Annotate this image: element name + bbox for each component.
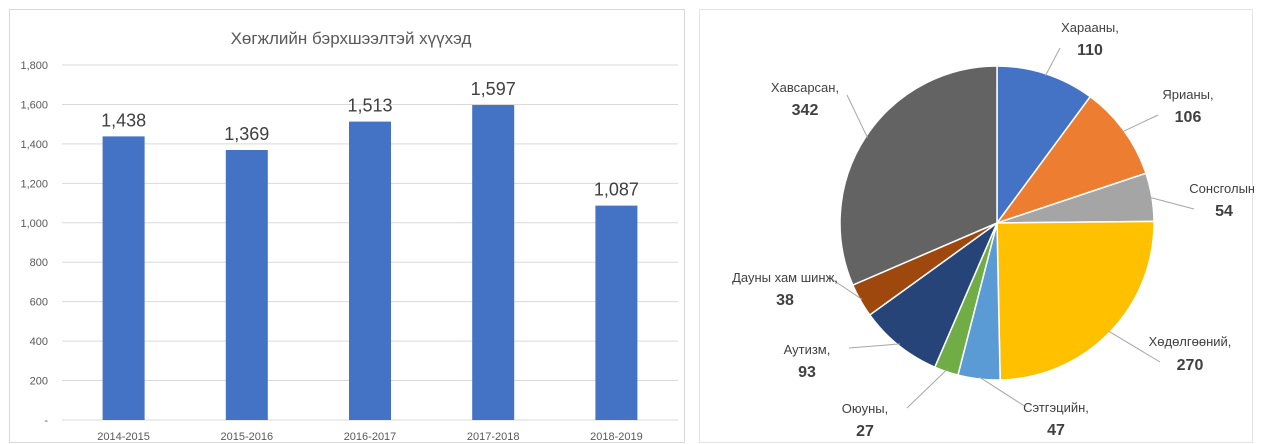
y-tick-label: 400	[30, 336, 48, 348]
y-tick-label: 1,600	[20, 99, 48, 111]
bar-value-label: 1,513	[347, 96, 392, 116]
bar	[472, 105, 515, 421]
bar	[102, 136, 145, 420]
bar	[225, 150, 268, 420]
y-tick-label: 1,200	[20, 178, 48, 190]
bar-chart-panel: Хөгжлийн бэрхшээлтэй хүүхэд - 200 400 600 80…	[9, 9, 685, 443]
leader-line	[1045, 47, 1061, 76]
y-tick-label: 200	[30, 376, 48, 388]
pie-slice-label: Оюуны,	[842, 401, 889, 416]
pie-slice	[996, 220, 1155, 381]
x-tick-label: 2017-2018	[467, 431, 520, 443]
pie-slice-value: 270	[1177, 357, 1204, 374]
pie-slice-value: 106	[1175, 109, 1202, 126]
bar-value-label: 1,369	[224, 124, 269, 144]
x-tick-label: 2014-2015	[97, 431, 150, 443]
pie-slice-label: Ярианы,	[1162, 87, 1213, 102]
leader-line	[826, 275, 863, 300]
leader-line	[1107, 330, 1161, 363]
leader-line	[1122, 114, 1159, 133]
bar-value-label: 1,438	[101, 110, 146, 130]
bar	[595, 205, 638, 420]
pie-slice	[868, 220, 999, 369]
pie-slice-value: 342	[792, 102, 819, 119]
bar-chart-title: Хөгжлийн бэрхшээлтэй хүүхэд	[231, 29, 472, 48]
pie-slice	[839, 65, 998, 287]
x-tick-label: 2015-2016	[220, 431, 273, 443]
pie-slice-value: 54	[1215, 203, 1233, 220]
leader-line	[1149, 196, 1195, 210]
bar-value-label: 1,087	[594, 180, 639, 200]
y-tick-label: 1,000	[20, 218, 48, 230]
pie-slice-label: Аутизм,	[784, 342, 831, 357]
pie-slice-label: Сонсголын,	[1189, 181, 1254, 196]
y-tick-label: 600	[30, 297, 48, 309]
pie-slice-value: 93	[798, 364, 816, 381]
bar-value-label: 1,597	[471, 79, 516, 99]
leader-line	[846, 94, 869, 138]
leader-line	[978, 376, 1027, 408]
pie-slice-label: Хөдөлгөөний,	[1149, 334, 1232, 349]
pie-slice-label: Харааны,	[1061, 20, 1119, 35]
y-tick-label: 800	[30, 257, 48, 269]
x-tick-label: 2018-2019	[590, 431, 643, 443]
pie-slice-value: 47	[1047, 422, 1065, 439]
pie-slice-value: 27	[856, 423, 874, 440]
x-tick-label: 2016-2017	[344, 431, 397, 443]
leader-line	[906, 369, 948, 409]
pie-slice-label: Дауны хам шинж,	[732, 270, 838, 285]
pie-slice-value: 110	[1077, 42, 1103, 59]
pie-chart: Харааны, 110 Ярианы, 106 Сонсголын, 54 Хөдөлгө…	[732, 20, 1254, 440]
bar-chart: Хөгжлийн бэрхшээлтэй хүүхэд - 200 400 600 80…	[20, 29, 678, 443]
pie-slice-label: Сэтгэцийн,	[1023, 400, 1089, 415]
pie-chart-panel: Харааны, 110 Ярианы, 106 Сонсголын, 54 Хөдөлгө…	[699, 9, 1254, 443]
pie-slice-value: 38	[776, 292, 794, 309]
bar	[349, 121, 391, 420]
y-tick-label: 1,400	[20, 139, 48, 151]
leader-line	[848, 343, 901, 349]
y-tick-label: -	[44, 415, 48, 427]
pie-slice-label: Хавсарсан,	[771, 80, 839, 95]
y-tick-label: 1,800	[20, 60, 48, 72]
